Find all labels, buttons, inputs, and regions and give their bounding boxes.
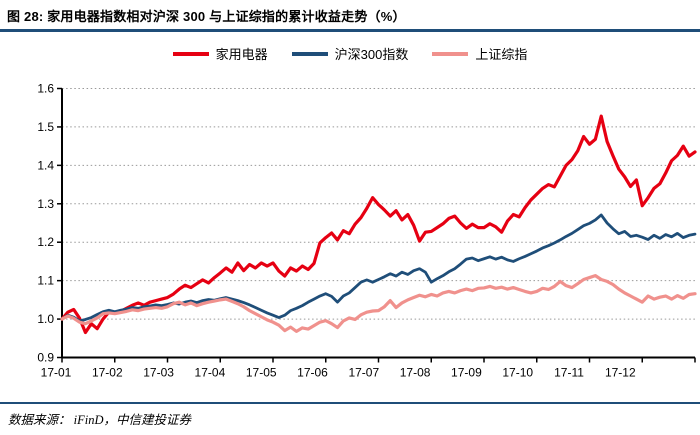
- y-tick-label: 0.9: [37, 351, 54, 365]
- legend-swatch-icon: [172, 51, 209, 56]
- legend-swatch-icon: [432, 51, 469, 56]
- chart-legend: 家用电器 沪深300指数 上证综指: [0, 44, 700, 63]
- legend-item-2: 沪深300指数: [291, 44, 409, 63]
- legend-label: 上证综指: [475, 47, 528, 62]
- legend-item-1: 家用电器: [172, 44, 268, 63]
- title-rule: [0, 29, 700, 32]
- x-tick-label: 17-06: [297, 366, 328, 380]
- data-source-note: 数据来源： iFinD，中信建投证券: [8, 413, 191, 427]
- legend-label: 沪深300指数: [334, 47, 409, 62]
- x-tick-label: 17-03: [143, 366, 174, 380]
- series-line-1: [60, 114, 697, 335]
- source-rule: [0, 402, 700, 404]
- y-tick-label: 1.0: [37, 312, 54, 326]
- y-tick-label: 1.1: [37, 274, 54, 288]
- legend-item-3: 上证综指: [432, 44, 527, 63]
- x-tick-label: 17-02: [92, 366, 123, 380]
- y-tick-label: 1.6: [37, 82, 54, 96]
- x-tick-label: 17-12: [605, 366, 636, 380]
- figure-title: 图 28: 家用电器指数相对沪深 300 与上证综指的累计收益走势（%）: [7, 9, 406, 24]
- x-tick-label: 17-08: [400, 366, 431, 380]
- x-tick-label: 17-11: [554, 366, 584, 380]
- series-line-3: [60, 274, 697, 333]
- x-tick-label: 17-10: [502, 366, 533, 380]
- x-tick-label: 17-09: [451, 366, 482, 380]
- y-tick-label: 1.5: [37, 120, 54, 134]
- series-line-2: [60, 213, 697, 323]
- y-tick-label: 1.3: [37, 197, 54, 211]
- y-tick-label: 1.2: [37, 235, 54, 249]
- legend-label: 家用电器: [215, 47, 268, 62]
- x-tick-label: 17-05: [246, 366, 277, 380]
- legend-swatch-icon: [291, 51, 328, 56]
- x-tick-label: 17-07: [348, 366, 379, 380]
- y-tick-label: 1.4: [37, 158, 54, 172]
- x-tick-label: 17-01: [41, 366, 72, 380]
- x-tick-label: 17-04: [195, 366, 226, 380]
